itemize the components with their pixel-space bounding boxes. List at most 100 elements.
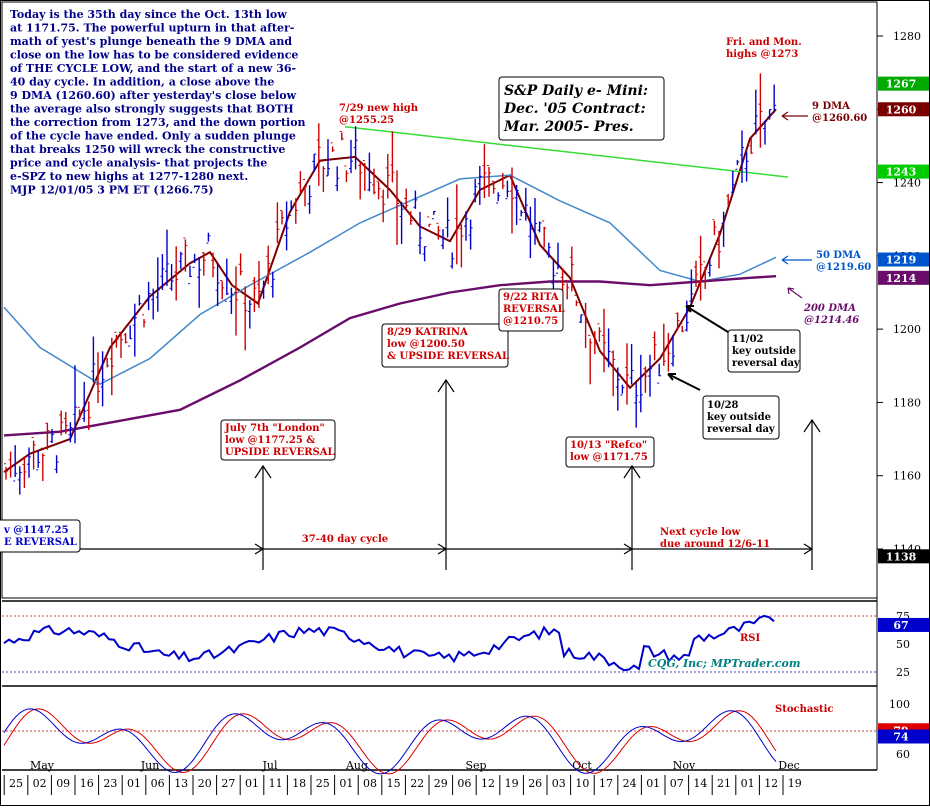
date-tick-label: 09 — [56, 777, 70, 790]
annotation-july7-line: UPSIDE REVERSAL — [225, 447, 335, 458]
annotation-oct28-line: key outside — [707, 412, 771, 423]
annotation-refco-line: 10/13 "Refco" — [570, 440, 647, 451]
date-tick-label: 01 — [127, 777, 141, 790]
stoch-tick-label: 60 — [896, 748, 910, 761]
date-tick-label: 14 — [693, 777, 707, 790]
annotation-box-left-partial — [0, 519, 81, 553]
date-tick-label: 22 — [410, 777, 424, 790]
annotation-katrina-line: 8/29 KATRINA — [387, 327, 468, 338]
rsi-label: RSI — [740, 633, 761, 644]
price-tag-box — [878, 270, 929, 285]
annotation-box-july7 — [220, 419, 336, 461]
commentary-line: price and cycle analysis- that projects … — [10, 157, 267, 170]
price-tick-label: 1160 — [893, 470, 921, 483]
month-label: Sep — [465, 759, 486, 772]
annotation-katrina-line: & UPSIDE REVERSAL — [387, 351, 509, 362]
date-tick-label: 19 — [788, 777, 802, 790]
annotation-box-nov02 — [727, 329, 801, 373]
price-tick-label: 1200 — [893, 323, 921, 336]
date-tick-label: 15 — [387, 777, 401, 790]
date-tick-label: 25 — [316, 777, 330, 790]
cycle-horizontal-arrow — [632, 543, 814, 555]
annotation-fri-mon-highs-line: highs @1273 — [726, 49, 798, 60]
date-tick-label: 16 — [80, 777, 94, 790]
commentary-line: the average also strongly suggests that … — [10, 103, 294, 116]
annotation-fri-mon-highs-line: Fri. and Mon. — [726, 37, 802, 48]
text-layer: Today is the 35th day since the Oct. 13t… — [10, 8, 665, 197]
date-tick-label: 02 — [33, 777, 47, 790]
date-tick-label: 19 — [505, 777, 519, 790]
rsi-tag-box — [878, 617, 929, 632]
date-axis-bg — [2, 773, 877, 804]
annotation-oct28-line: 10/28 — [707, 400, 739, 411]
cycle-vertical-arrow — [437, 378, 455, 570]
price-tag-label: 1267 — [886, 78, 917, 91]
month-label: Oct — [572, 759, 592, 772]
commentary-line: e-SPZ to new highs at 1277-1280 next. — [10, 170, 248, 183]
annotation-nov02-line: 11/02 — [732, 334, 764, 345]
annotation-200dma-line: @1214.46 — [804, 315, 859, 326]
annotation-9dma-line: 9 DMA — [812, 101, 850, 112]
annotation-rita-line: 9/22 RITA — [503, 292, 559, 303]
date-tick-label: 27 — [221, 777, 235, 790]
stoch-fast-line — [3, 708, 777, 775]
price-tag-box — [878, 102, 929, 117]
price-tag-box — [878, 252, 929, 267]
title-line: S&P Daily e- Mini: — [504, 83, 648, 99]
date-tick-label: 26 — [528, 777, 542, 790]
series-layer — [3, 108, 789, 473]
date-tick-label: 17 — [599, 777, 613, 790]
commentary-line: 9 DMA (1260.60) after yesterday's close … — [10, 89, 297, 102]
annotation-cycle-label: 37-40 day cycle — [302, 534, 388, 545]
date-tick-label: 03 — [552, 777, 566, 790]
annotation-nov02-line: reversal day — [732, 358, 801, 369]
month-label: Jul — [261, 759, 277, 772]
annotation-rita-line: REVERSAL — [503, 304, 565, 315]
commentary-line: close on the low has to be considered ev… — [10, 49, 298, 62]
annotation-katrina-line: low @1200.50 — [387, 339, 465, 350]
rsi-tag-label: 67 — [893, 619, 908, 632]
annotation-jul29-high-line: 7/29 new high — [339, 103, 419, 114]
series-line-9-dma — [3, 108, 777, 473]
commentary-line: of THE CYCLE LOW, and the start of a new… — [10, 62, 296, 75]
annotation-july7-line: July 7th "London" — [224, 423, 325, 434]
commentary-line: that breaks 1250 will wreck the construc… — [10, 143, 285, 156]
arrow-200dma — [787, 287, 803, 299]
title-box — [498, 76, 665, 141]
stoch-tag-box — [878, 729, 929, 744]
arrow-9dma — [781, 111, 808, 121]
annotation-rita-line: @1210.75 — [503, 316, 558, 327]
commentary-line: Today is the 35th day since the Oct. 13t… — [10, 8, 287, 21]
annotation-50dma-line: 50 DMA — [816, 250, 861, 261]
annotation-9dma-line: @1260.60 — [812, 113, 867, 124]
date-tick-label: 01 — [339, 777, 353, 790]
month-label: May — [30, 759, 55, 772]
date-tick-label: 08 — [363, 777, 377, 790]
commentary-line: 40 day cycle. In addition, a close above… — [10, 76, 274, 89]
rsi-line — [3, 614, 775, 672]
date-tick-label: 29 — [434, 777, 448, 790]
price-tag-box — [878, 164, 929, 179]
cycle-vertical-arrow — [803, 418, 821, 570]
price-tag-label: 1243 — [886, 166, 917, 179]
rsi-tick-label: 25 — [896, 666, 910, 679]
date-tick-label: 01 — [245, 777, 259, 790]
annotation-box-katrina — [381, 323, 509, 368]
date-tick-label: 01 — [741, 777, 755, 790]
stoch-tag-label: 74 — [893, 731, 909, 744]
commentary-line: MJP 12/01/05 3 PM ET (1266.75) — [10, 184, 214, 197]
stoch-label: Stochastic — [775, 704, 834, 715]
annotation-next-cycle-line: Next cycle low — [660, 527, 741, 538]
price-tag-label: 1260 — [886, 103, 917, 116]
date-tick-label: 23 — [103, 777, 117, 790]
price-tick-label: 1180 — [893, 396, 921, 409]
annotation-oct28-line: reversal day — [707, 424, 776, 435]
price-tag-label: 1219 — [886, 254, 917, 267]
commentary-line: at 1171.75. The powerful upturn in that … — [10, 22, 294, 35]
price-tag-box — [878, 76, 929, 91]
annotations-layer: 7/29 new high@1255.25 Fri. and Mon.highs … — [0, 37, 871, 570]
title-line: Dec. '05 Contract: — [503, 101, 646, 117]
